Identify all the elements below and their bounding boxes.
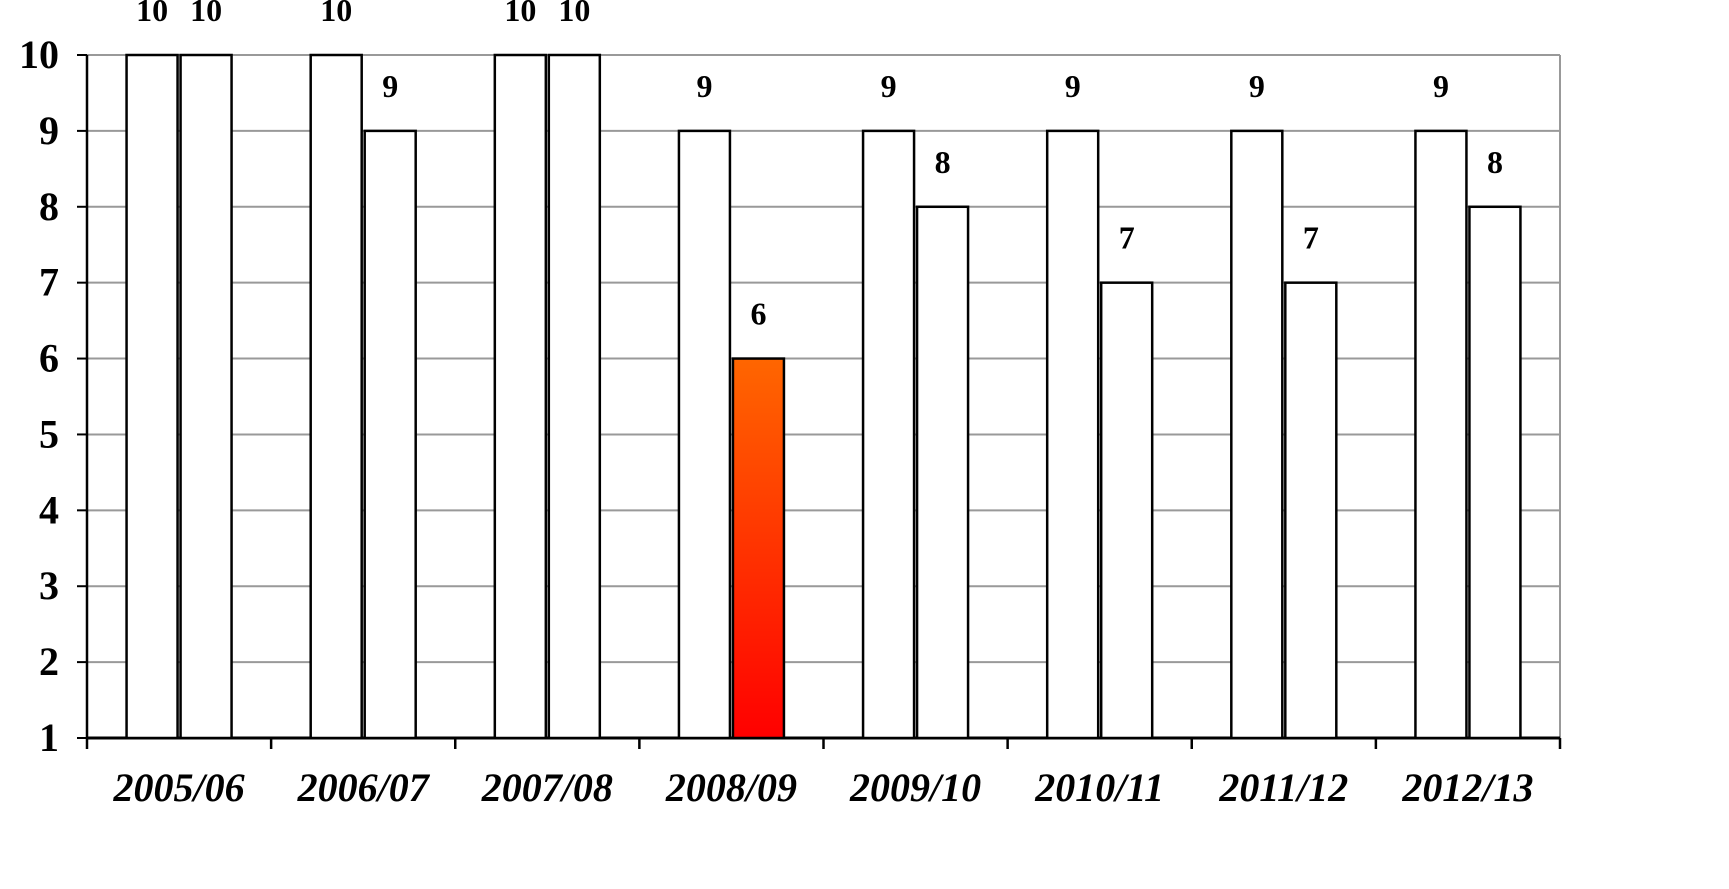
x-category-label: 2010/11 (1034, 765, 1164, 810)
labels: 1 2 3 4 5 6 7 8 9 10 10 10 2005/06 10 9 2006/07 10 10 2007… (19, 0, 1534, 810)
y-tick-label: 3 (39, 563, 59, 608)
gridlines (87, 54, 1560, 664)
data-label: 9 (881, 68, 897, 104)
data-label: 10 (558, 0, 590, 28)
x-category-label: 2006/07 (297, 765, 431, 810)
bar (1230, 129, 1284, 740)
data-label: 8 (935, 144, 951, 180)
y-tick-label: 7 (39, 260, 59, 305)
bar (1468, 205, 1522, 740)
bar (493, 53, 548, 740)
bar (1414, 129, 1468, 740)
bar (1099, 281, 1154, 740)
data-label: 10 (320, 0, 352, 28)
data-label: 9 (1249, 68, 1265, 104)
x-category-label: 2008/09 (665, 765, 797, 810)
bar (125, 53, 179, 740)
bar (363, 129, 417, 740)
data-label: 9 (696, 68, 712, 104)
data-label: 8 (1487, 144, 1503, 180)
data-label: 10 (504, 0, 536, 28)
y-tick-label: 5 (39, 411, 59, 456)
x-category-label: 2011/12 (1218, 765, 1348, 810)
bar (1045, 129, 1100, 740)
bar (731, 357, 786, 740)
bar (179, 53, 233, 740)
data-label: 6 (750, 296, 766, 332)
data-label: 10 (136, 0, 168, 28)
bar (547, 53, 602, 740)
x-category-label: 2005/06 (113, 765, 245, 810)
x-category-label: 2009/10 (849, 765, 981, 810)
bar (309, 53, 363, 740)
bars (125, 53, 1522, 740)
bar (1284, 281, 1338, 740)
y-tick-label: 1 (39, 715, 59, 760)
y-tick-label: 10 (19, 32, 59, 77)
bar (677, 129, 732, 740)
data-label: 7 (1303, 220, 1319, 256)
bar (915, 205, 970, 740)
data-label: 9 (1065, 68, 1081, 104)
data-label: 10 (190, 0, 222, 28)
y-tick-label: 2 (39, 639, 59, 684)
data-label: 9 (1433, 68, 1449, 104)
data-label: 9 (382, 68, 398, 104)
y-tick-label: 4 (39, 487, 59, 532)
bar (861, 129, 916, 740)
x-category-label: 2007/08 (481, 765, 613, 810)
y-tick-label: 9 (39, 108, 59, 153)
y-tick-label: 8 (39, 184, 59, 229)
y-tick-label: 6 (39, 336, 59, 381)
data-label: 7 (1119, 220, 1135, 256)
x-category-label: 2012/13 (1401, 765, 1533, 810)
